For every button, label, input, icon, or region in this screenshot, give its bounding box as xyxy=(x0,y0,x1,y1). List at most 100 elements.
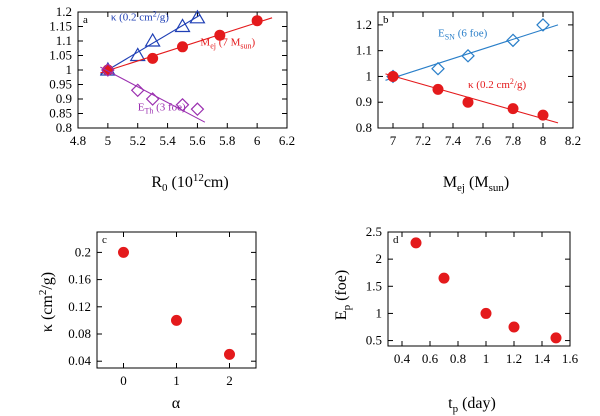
data-point xyxy=(171,314,182,326)
x-tick-label: 5.2 xyxy=(130,133,146,148)
data-point xyxy=(432,83,444,95)
data-point xyxy=(101,63,115,77)
y-tick-label: 0.8 xyxy=(56,120,72,135)
data-point xyxy=(251,15,263,27)
y-tick-label: 1.15 xyxy=(49,19,72,34)
fit-line-2 xyxy=(100,66,206,123)
annotation-kappa: κ (0.2 cm2/g) xyxy=(468,77,526,91)
x-tick-label: 7.4 xyxy=(445,133,462,148)
panel-letter: b xyxy=(383,14,389,26)
x-tick-label: 8.2 xyxy=(565,133,581,148)
x-tick-label: 6.2 xyxy=(279,133,295,148)
panel-letter: c xyxy=(102,234,107,246)
x-tick-label: 7 xyxy=(390,133,397,148)
y-tick-label: 1 xyxy=(66,62,73,77)
data-point xyxy=(537,109,549,121)
y-tick-label: 0.2 xyxy=(75,244,91,259)
x-tick-label: 0.4 xyxy=(394,351,411,366)
x-tick-label: 1.6 xyxy=(562,351,579,366)
x-tick-label: 2 xyxy=(226,373,233,388)
y-tick-label: 1.1 xyxy=(56,33,72,48)
y-tick-label: 1 xyxy=(376,305,383,320)
x-tick-label: 5.8 xyxy=(219,133,235,148)
x-tick-label: 1 xyxy=(173,373,180,388)
data-point xyxy=(462,96,474,108)
y-tick-label: 2 xyxy=(376,251,383,266)
x-tick-label: 1.2 xyxy=(506,351,522,366)
data-point xyxy=(387,70,399,82)
panel-d: 0.4 0.6 0.8 1 1.2 1.4 1.6 0.5 1 1.5 2 2.5 d xyxy=(366,224,579,366)
data-point xyxy=(175,97,190,112)
y-tick-label: 2.5 xyxy=(366,224,382,239)
panel-c: 0 1 2 0.04 0.08 0.12 0.16 0.2 c xyxy=(68,231,257,388)
data-point xyxy=(214,29,226,41)
data-point xyxy=(144,32,161,47)
y-tick-label: 0.9 xyxy=(56,91,72,106)
panel-b-frame xyxy=(377,11,574,129)
data-point xyxy=(536,18,550,32)
x-tick-label: 0 xyxy=(120,373,127,388)
x-tick-label: 0.6 xyxy=(422,351,439,366)
x-tick-label: 0.8 xyxy=(450,351,466,366)
panel-a-xlabel: R0 (1012cm) xyxy=(151,172,228,194)
data-point xyxy=(145,92,160,106)
y-tick-label: 1.5 xyxy=(366,278,382,293)
y-tick-label: 1.2 xyxy=(56,4,72,19)
x-tick-label: 5.4 xyxy=(159,133,176,148)
data-point xyxy=(410,237,422,249)
panel-a: 4.8 5 5.2 5.4 5.6 5.8 6 6.20.80.850.90.9511.051… xyxy=(49,4,295,148)
x-tick-label: 6 xyxy=(254,133,261,148)
panel-c-ylabel: κ (cm2/g) xyxy=(37,272,56,332)
data-point xyxy=(550,332,562,344)
y-tick-label: 0.95 xyxy=(49,77,72,92)
annotation-esn: ESN (6 foe) xyxy=(438,27,488,41)
data-point xyxy=(177,41,188,53)
data-point xyxy=(431,61,445,76)
y-tick-label: 1.05 xyxy=(49,48,72,63)
panel-d-frame xyxy=(387,231,571,347)
data-point xyxy=(461,48,475,63)
data-point xyxy=(130,83,145,98)
x-tick-label: 5 xyxy=(105,133,112,148)
data-point xyxy=(174,18,191,33)
panel-b-xlabel: Mej (Msun) xyxy=(443,174,509,194)
x-tick-label: 7.6 xyxy=(475,133,492,148)
annotation-eth: ETh (3 foe) xyxy=(138,102,186,116)
x-tick-label: 8 xyxy=(540,133,547,148)
y-tick-label: 0.08 xyxy=(68,326,91,341)
x-tick-label: 1.4 xyxy=(534,351,551,366)
y-tick-label: 0.16 xyxy=(68,272,91,287)
panel-letter: d xyxy=(393,234,399,246)
y-tick-label: 0.04 xyxy=(68,353,91,368)
data-point xyxy=(438,272,450,284)
panel-d-xlabel: tp (day) xyxy=(448,395,496,415)
panel-d-ylabel: Ep (foe) xyxy=(333,270,353,320)
x-tick-label: 5.6 xyxy=(189,133,206,148)
x-tick-label: 1 xyxy=(483,351,490,366)
fit-line-0 xyxy=(100,14,201,75)
panel-c-xlabel: α xyxy=(172,395,181,412)
data-point xyxy=(190,102,205,116)
data-point xyxy=(189,9,206,24)
y-tick-label: 0.85 xyxy=(49,106,72,121)
y-tick-label: 1.1 xyxy=(356,43,372,58)
y-tick-label: 1.2 xyxy=(356,17,372,32)
y-tick-label: 1 xyxy=(366,68,373,83)
annotation-mej: Mej (7 Msun) xyxy=(200,36,255,50)
data-point xyxy=(147,52,159,64)
x-tick-label: 7.8 xyxy=(505,133,521,148)
data-point xyxy=(508,321,520,333)
data-point xyxy=(506,33,520,48)
panel-b: 7 7.2 7.4 7.6 7.8 8 8.2 0.8 0.9 1 1.1 1.2 b ESN (6 fo… xyxy=(356,11,581,148)
data-point xyxy=(507,103,519,115)
y-tick-label: 0.9 xyxy=(356,94,372,109)
data-point xyxy=(480,307,492,319)
fit-line-0 xyxy=(385,24,559,81)
annotation-kappa: κ (0.2 cm2/g) xyxy=(111,10,169,24)
y-tick-label: 0.5 xyxy=(366,333,382,348)
y-tick-label: 0.8 xyxy=(356,120,372,135)
y-tick-label: 0.12 xyxy=(68,299,91,314)
x-tick-label: 4.8 xyxy=(70,133,86,148)
x-tick-label: 7.2 xyxy=(415,133,431,148)
